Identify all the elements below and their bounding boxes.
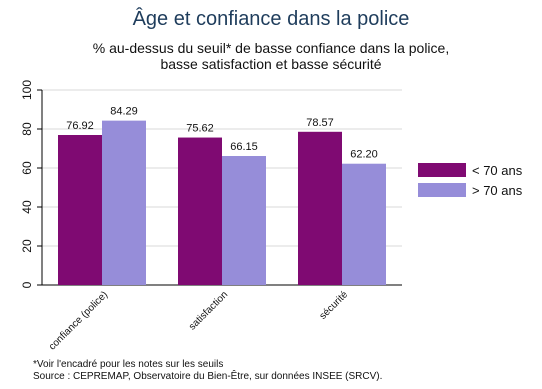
legend-label-1: < 70 ans <box>472 163 523 178</box>
y-tick-label-0: 0 <box>20 281 34 288</box>
legend-label-2: > 70 ans <box>472 183 523 198</box>
bar-2-series-1 <box>178 137 222 285</box>
chart-subtitle-line-1: % au-dessus du seuil* de basse confiance… <box>92 40 450 56</box>
x-category-label-2: satisfaction <box>187 289 230 332</box>
y-tick-label-80: 80 <box>20 122 34 136</box>
bar-3-series-2 <box>342 163 386 285</box>
chart-title: Âge et confiance dans la police <box>132 8 410 30</box>
value-label-1-series-1: 76.92 <box>66 120 94 132</box>
x-category-label-1: confiance (police) <box>47 289 110 352</box>
legend-swatch-2 <box>418 183 466 197</box>
legend-swatch-1 <box>418 163 466 177</box>
x-category-label-3: sécurité <box>318 289 351 322</box>
y-tick-label-100: 100 <box>20 80 34 100</box>
value-label-3-series-2: 62.20 <box>350 149 378 161</box>
y-tick-label-40: 40 <box>20 200 34 214</box>
chart-subtitle-line-2: basse satisfaction et basse sécurité <box>160 56 382 72</box>
footnote-thresholds: *Voir l'encadré pour les notes sur les s… <box>33 359 224 370</box>
y-tick-label-20: 20 <box>20 239 34 253</box>
value-label-1-series-2: 84.29 <box>110 106 138 118</box>
bar-1-series-1 <box>58 135 102 285</box>
value-label-2-series-2: 66.15 <box>230 141 258 153</box>
chart-subtitle: % au-dessus du seuil* de basse confiance… <box>0 40 542 72</box>
value-label-2-series-1: 75.62 <box>186 123 214 135</box>
bar-3-series-1 <box>298 131 342 285</box>
value-label-3-series-1: 78.57 <box>306 117 334 129</box>
bar-2-series-2 <box>222 156 266 285</box>
bar-1-series-2 <box>102 120 146 286</box>
footnote-source: Source : CEPREMAP, Observatoire du Bien-… <box>33 371 383 382</box>
y-tick-label-60: 60 <box>20 161 34 175</box>
